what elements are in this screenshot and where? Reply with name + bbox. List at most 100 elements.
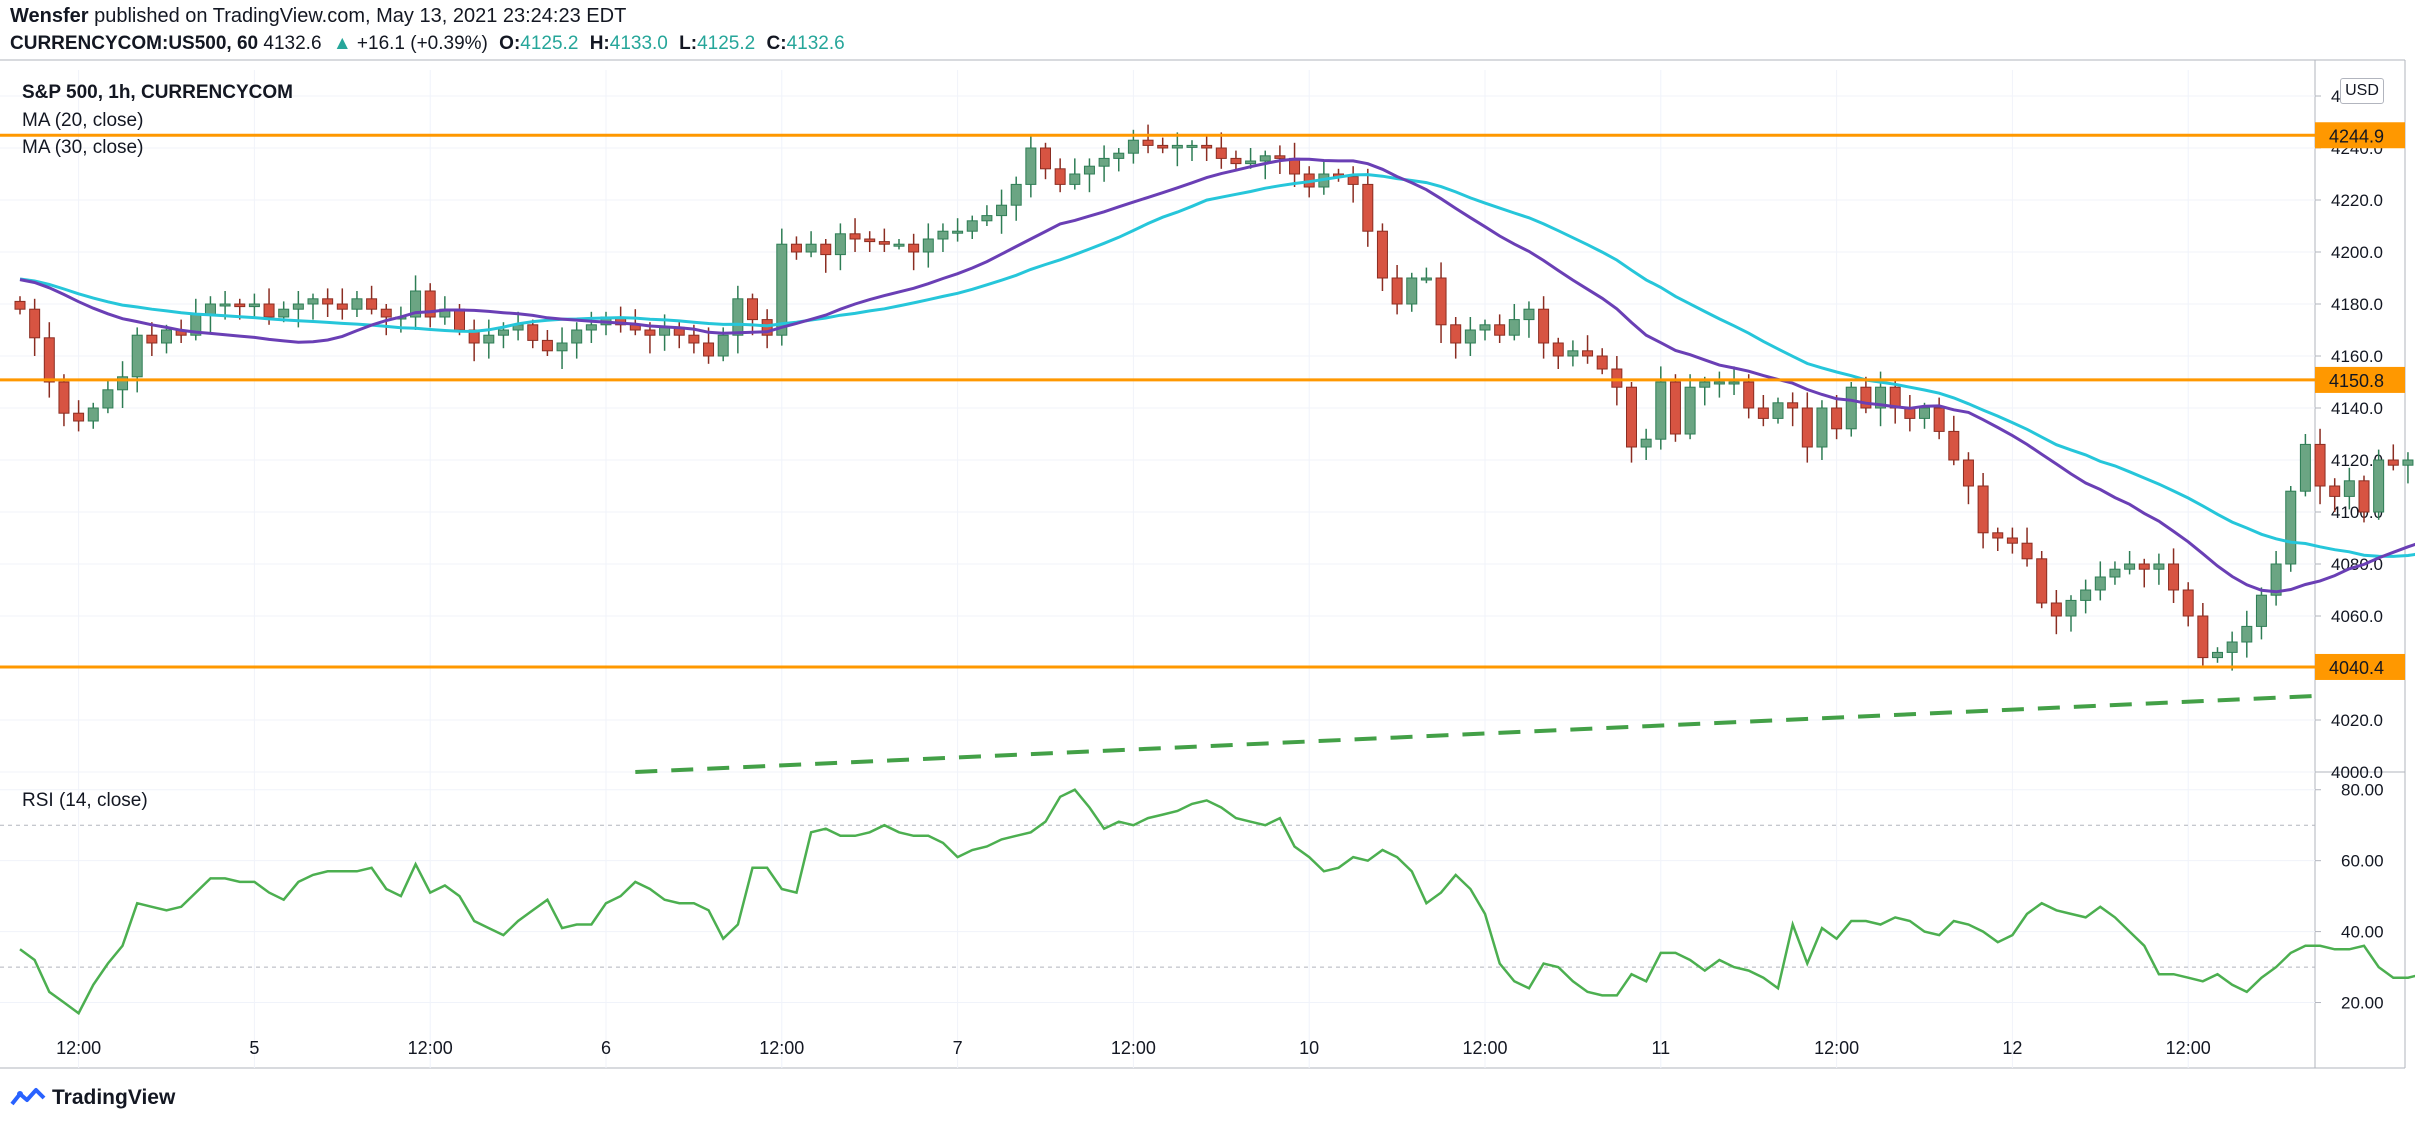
tradingview-logo-icon: [10, 1088, 46, 1106]
candle-body: [14, 300, 26, 310]
candle-body: [117, 376, 129, 391]
candle-body: [2226, 641, 2238, 653]
candle-body: [1655, 381, 1667, 440]
rsi-line: [19, 788, 2415, 1016]
price-tick-label: 4200.0: [2331, 243, 2383, 262]
candle-body: [805, 243, 817, 253]
candle-body: [43, 337, 55, 383]
price-tick-label: 4120.0: [2331, 451, 2383, 470]
candle-body: [1406, 277, 1418, 305]
level-price-label: 4150.8: [2329, 371, 2384, 391]
candle-body: [146, 334, 158, 344]
symbol-label[interactable]: CURRENCYCOM:US500, 60: [10, 33, 259, 54]
price-tick-label: 4100.0: [2331, 503, 2383, 522]
time-tick-label: 12:00: [2166, 1038, 2211, 1058]
time-tick-label: 12:00: [56, 1038, 101, 1058]
currency-badge[interactable]: USD: [2340, 78, 2384, 104]
candle-body: [1464, 329, 1476, 344]
candle-body: [2255, 594, 2267, 627]
candle-body: [2314, 443, 2326, 487]
candle-body: [820, 243, 832, 256]
candle-body: [981, 215, 993, 222]
candle-body: [1757, 407, 1769, 419]
candle-body: [1040, 147, 1051, 170]
candle-body: [556, 342, 568, 352]
level-price-label: 4040.4: [2329, 658, 2384, 678]
trendline: [635, 693, 2316, 774]
candle-body: [322, 298, 334, 305]
rsi-tick-label: 60.00: [2341, 852, 2384, 871]
time-tick-label: 5: [249, 1038, 259, 1058]
candle-body: [1626, 386, 1637, 448]
time-tick-label: 10: [1299, 1038, 1319, 1058]
rsi-tick-label: 40.00: [2341, 923, 2384, 942]
candle-body: [1713, 381, 1725, 385]
candle-body: [1245, 160, 1257, 165]
candle-body: [1948, 430, 1960, 461]
candle-body: [292, 303, 304, 310]
time-tick-label: 6: [601, 1038, 611, 1058]
candle-body: [1538, 308, 1550, 344]
candle-body: [204, 303, 216, 315]
candle-body: [688, 334, 700, 344]
candle-body: [131, 334, 143, 378]
price-change: +16.1 (+0.39%): [356, 33, 488, 54]
candle-body: [497, 329, 509, 336]
rsi-legend[interactable]: RSI (14, close): [22, 790, 148, 811]
candle-body: [1157, 144, 1169, 149]
candle-body: [717, 334, 729, 357]
candle-body: [1391, 277, 1403, 305]
candle-body: [410, 290, 422, 318]
candle-body: [952, 230, 964, 234]
main-legend-title[interactable]: S&P 500, 1h, CURRENCYCOM: [22, 82, 293, 103]
candle-body: [1186, 144, 1198, 148]
candle-body: [87, 407, 99, 422]
candle-body: [571, 329, 583, 344]
brand-footer[interactable]: TradingView: [10, 1086, 175, 1110]
candle-body: [29, 308, 41, 339]
candle-body: [1977, 485, 1989, 534]
price-tick-label: 4080.0: [2331, 555, 2383, 574]
time-tick-label: 12:00: [408, 1038, 453, 1058]
candle-body: [834, 233, 846, 256]
candle-body: [1274, 155, 1286, 159]
candle-body: [380, 308, 392, 318]
candle-body: [1201, 144, 1213, 149]
candle-body: [1215, 147, 1227, 159]
candle-body: [73, 412, 85, 422]
candle-body: [2197, 615, 2209, 659]
candle-body: [1054, 168, 1066, 185]
candle-body: [454, 308, 465, 331]
ma30-legend[interactable]: MA (30, close): [22, 137, 144, 158]
author-name[interactable]: Wensfer: [10, 5, 89, 27]
time-tick-label: 12: [2002, 1038, 2022, 1058]
ma20-legend[interactable]: MA (20, close): [22, 110, 144, 131]
candle-body: [864, 238, 876, 243]
candle-body: [1435, 277, 1447, 326]
candle-body: [776, 243, 788, 336]
candle-body: [307, 298, 319, 305]
candle-body: [2373, 459, 2385, 513]
level-price-label: 4244.9: [2329, 126, 2384, 146]
candle-body: [2212, 651, 2223, 659]
candle-body: [366, 298, 378, 310]
candle-body: [1611, 368, 1623, 388]
published-text: published on TradingView.com, May 13, 20…: [88, 5, 627, 27]
candle-body: [1640, 438, 1652, 448]
candle-body: [1025, 147, 1037, 185]
low-label: L:: [679, 33, 698, 54]
open-label: O:: [499, 33, 521, 54]
price-tick-label: 4160.0: [2331, 347, 2383, 366]
candle-body: [234, 303, 246, 308]
candle-body: [1098, 157, 1110, 167]
candle-body: [1669, 381, 1681, 435]
candle-body: [2168, 563, 2180, 591]
rsi-tick-label: 80.00: [2341, 781, 2384, 800]
candle-body: [996, 204, 1008, 217]
low-value: 4125.2: [697, 33, 756, 54]
candle-body: [703, 342, 715, 357]
candle-body: [2065, 599, 2077, 617]
candle-body: [2006, 537, 2018, 544]
candle-body: [1684, 386, 1696, 435]
